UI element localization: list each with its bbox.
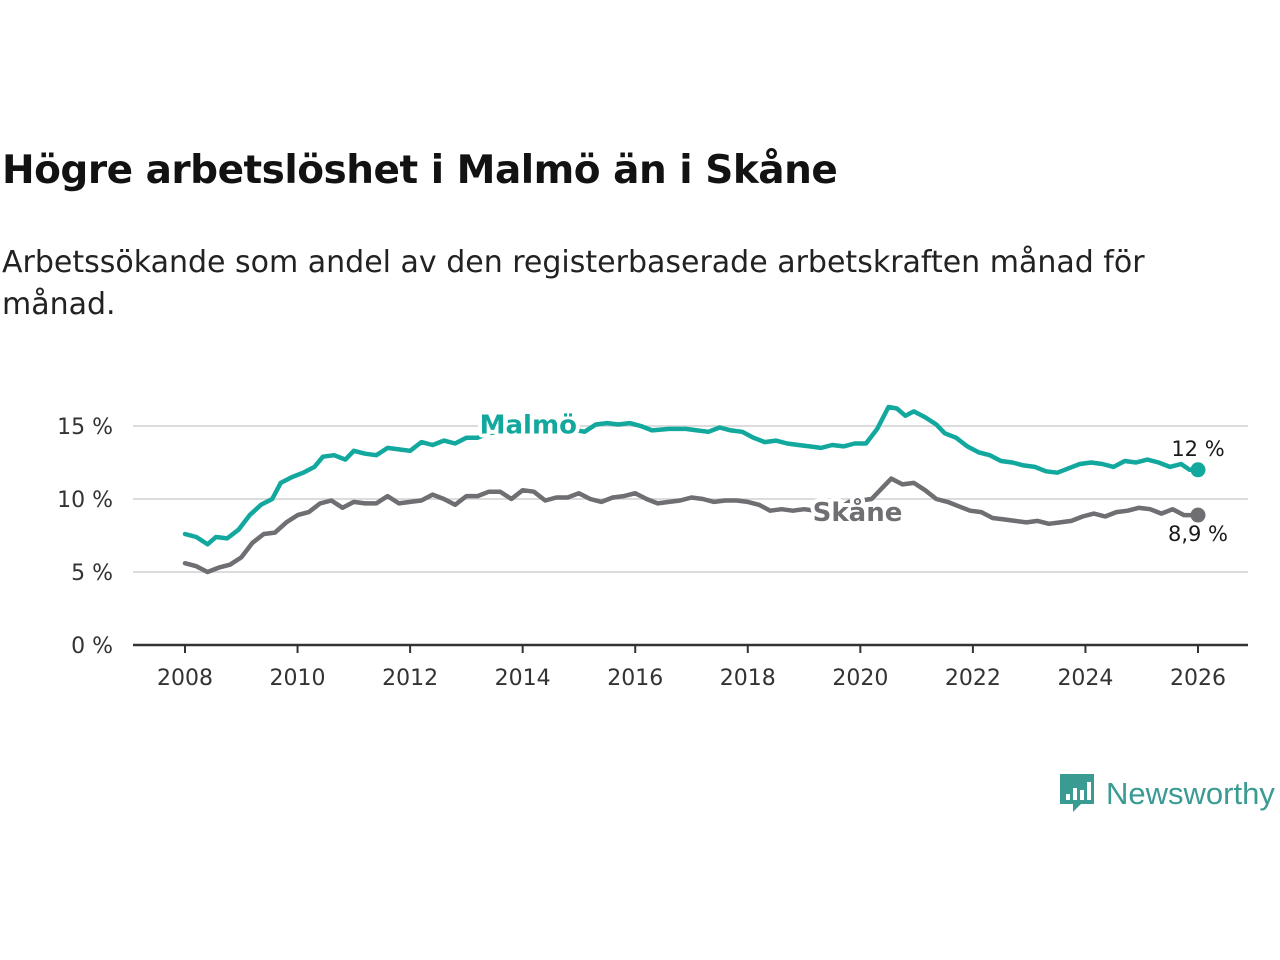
labels: Malmö Skåne 12 % 8,9 % xyxy=(476,407,1231,549)
x-tick-label: 2024 xyxy=(1057,666,1113,691)
end-point-malmo xyxy=(1190,462,1206,478)
brand-name: Newsworthy xyxy=(1106,776,1275,811)
y-tick-label: 15 % xyxy=(57,415,113,440)
newsworthy-logo-icon xyxy=(1060,774,1094,812)
series-label-malmo: Malmö xyxy=(480,411,577,441)
y-tick-label: 10 % xyxy=(57,488,113,513)
x-tick-label: 2020 xyxy=(832,666,888,691)
x-tick-label: 2010 xyxy=(270,666,326,691)
x-tick-label: 2022 xyxy=(945,666,1001,691)
series-label-skane: Skåne xyxy=(813,496,903,528)
y-tick-label: 0 % xyxy=(71,634,113,659)
x-tick-label: 2026 xyxy=(1170,666,1226,691)
x-tick-label: 2018 xyxy=(720,666,776,691)
newsworthy-brand[interactable]: Newsworthy xyxy=(1058,770,1275,818)
x-tick-label: 2012 xyxy=(382,666,438,691)
end-value-label-malmo: 12 % xyxy=(1171,437,1224,461)
x-axis: 2008 2010 2012 2014 2016 2018 2020 2022 2024 2026 xyxy=(133,643,1248,691)
series-line-skane xyxy=(182,476,1201,575)
x-tick-label: 2014 xyxy=(495,666,551,691)
y-tick-label: 5 % xyxy=(71,561,113,586)
x-tick-label: 2016 xyxy=(607,666,663,691)
end-value-label-skane: 8,9 % xyxy=(1168,522,1228,546)
end-point-skane xyxy=(1190,507,1206,523)
line-chart: 0 %5 %10 %15 % 2008 2010 2012 2014 2016 2018 2… xyxy=(57,404,1248,691)
chart-subtitle: Arbetssökande som andel av den registerb… xyxy=(2,245,1145,322)
series-line-malmo xyxy=(182,404,1201,547)
y-axis: 0 % 5 % 10 % 15 % xyxy=(57,415,113,659)
series xyxy=(182,404,1206,575)
chart-title: Högre arbetslöshet i Malmö än i Skåne xyxy=(2,148,838,193)
x-tick-label: 2008 xyxy=(157,666,213,691)
